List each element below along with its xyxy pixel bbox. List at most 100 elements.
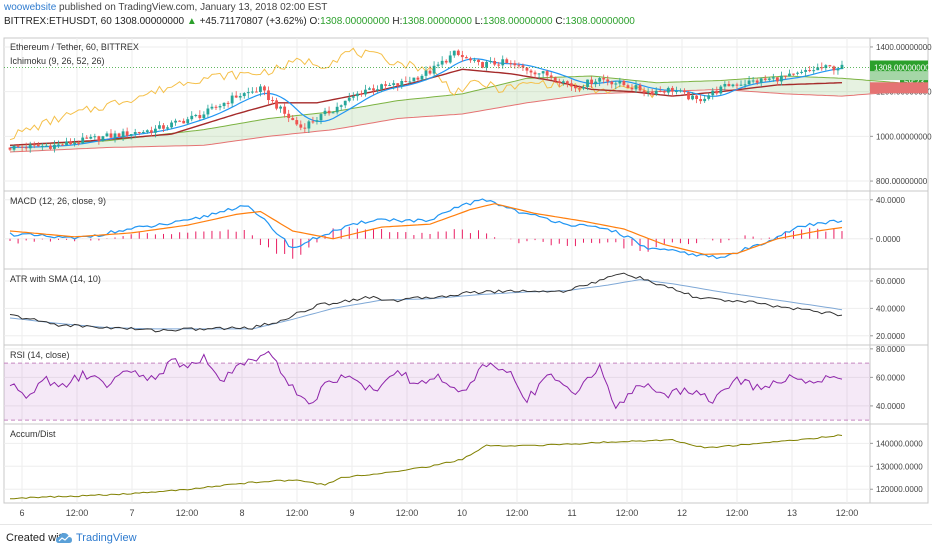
candle	[557, 81, 561, 83]
candle	[691, 95, 694, 100]
span-b-tag	[870, 82, 928, 94]
candle	[384, 84, 388, 86]
candle	[323, 110, 327, 115]
candle	[711, 90, 715, 96]
candle	[824, 65, 828, 68]
candle	[699, 99, 703, 102]
last-price-tag-bg	[870, 60, 928, 74]
candle	[32, 144, 36, 146]
symbol-name: BITTREX:ETHUSDT, 60	[4, 16, 112, 27]
candle	[339, 105, 343, 107]
y-tick-label: 120000.0000	[876, 485, 923, 494]
candle	[634, 85, 638, 90]
atr-line	[9, 272, 843, 333]
x-tick-label: 12:00	[616, 508, 639, 518]
candle	[109, 133, 113, 138]
candle	[335, 106, 339, 113]
candle	[582, 86, 585, 89]
candle	[359, 93, 363, 95]
x-tick-label: 12:00	[176, 508, 199, 518]
close-value: 1308.00000000	[565, 16, 635, 27]
tradingview-brand[interactable]: TradingView	[56, 529, 137, 547]
candle	[541, 71, 545, 74]
senkou-span-b	[9, 88, 899, 153]
candle	[679, 90, 682, 92]
candle	[149, 130, 153, 133]
candle	[574, 86, 577, 89]
panel-title: Ethereum / Tether, 60, BITTREX	[10, 42, 139, 52]
candle	[614, 83, 618, 85]
candle	[646, 91, 650, 93]
candle	[771, 77, 775, 79]
candle	[497, 64, 501, 66]
candle	[505, 59, 509, 64]
candle	[565, 81, 569, 84]
candle	[420, 75, 424, 80]
candle	[246, 92, 250, 94]
candle	[674, 91, 678, 93]
candle	[238, 96, 242, 98]
y-tick-label: 20.0000	[876, 332, 905, 341]
candle	[464, 57, 468, 59]
candle	[311, 121, 315, 123]
publisher-link[interactable]: woowebsite	[4, 2, 57, 13]
y-tick-label: 60.0000	[876, 277, 905, 286]
candle	[214, 106, 218, 108]
candle	[48, 145, 52, 149]
countdown-tag: 59:23	[904, 78, 925, 87]
candle	[743, 84, 747, 86]
signal-line	[9, 203, 843, 256]
candle	[650, 91, 654, 95]
candle	[73, 142, 77, 145]
candle	[113, 133, 117, 138]
candle	[234, 95, 238, 98]
candle	[626, 85, 630, 88]
indicator-label: Ichimoku (9, 26, 52, 26)	[10, 56, 105, 66]
candle	[396, 83, 400, 86]
price-axis	[869, 37, 929, 504]
candle	[347, 97, 351, 101]
candle	[687, 92, 690, 100]
candle	[24, 147, 28, 149]
candle	[816, 67, 820, 71]
candle	[20, 146, 24, 148]
candle	[259, 86, 262, 92]
candle	[735, 84, 739, 86]
candle	[65, 141, 68, 146]
open-value: 1308.00000000	[320, 16, 390, 27]
candle	[404, 80, 408, 82]
candle	[638, 85, 642, 91]
candle	[190, 115, 194, 120]
candle	[654, 90, 658, 95]
candle	[533, 72, 537, 75]
tradingview-label: TradingView	[76, 532, 137, 544]
candle	[440, 60, 444, 65]
y-tick-label: 40.0000	[876, 196, 905, 205]
candle	[840, 64, 844, 70]
candle	[493, 61, 497, 65]
chart-canvas[interactable]: 6 12:00 7 12:00 8 12:00 9 12:00 10 12:00 11 12:00 12…	[0, 0, 932, 524]
x-tick-label: 12:00	[286, 508, 309, 518]
candle	[509, 63, 513, 65]
y-tick-label: 1400.00000000	[876, 43, 932, 52]
publish-info: woowebsite published on TradingView.com,…	[4, 2, 327, 13]
candle	[747, 80, 751, 85]
candle	[36, 144, 40, 147]
candle	[254, 91, 258, 93]
candle	[153, 128, 157, 133]
candle	[198, 115, 202, 119]
candle	[226, 102, 230, 104]
candle	[525, 67, 529, 71]
y-tick-label: 40.0000	[876, 304, 905, 313]
candle	[351, 96, 355, 98]
close-label: C:	[555, 16, 566, 27]
candle	[670, 87, 674, 92]
candle	[666, 87, 670, 93]
candle	[412, 77, 416, 82]
candle	[16, 145, 20, 147]
candle	[598, 78, 602, 82]
x-tick-label: 13	[787, 508, 797, 518]
candle	[590, 79, 593, 85]
candle	[121, 131, 125, 137]
candle	[202, 114, 206, 119]
